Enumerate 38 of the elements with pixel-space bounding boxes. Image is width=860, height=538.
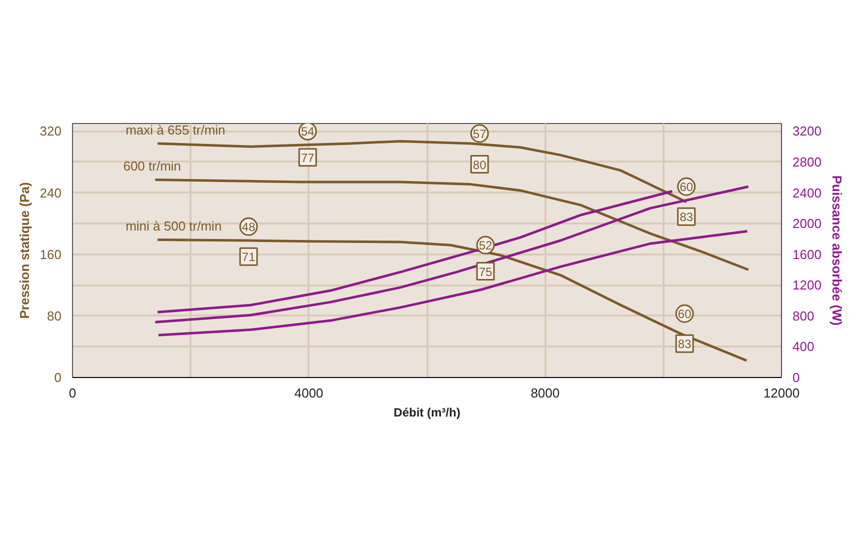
- annotation: 57: [472, 127, 487, 142]
- line-series: [157, 230, 748, 336]
- x-tick-label: 12000: [763, 386, 800, 400]
- annotation: 75: [478, 264, 492, 279]
- annotation: 48: [242, 220, 256, 234]
- y2-tick-label: 2800: [792, 154, 822, 170]
- y-axis-title: Pression statique (Pa): [16, 182, 32, 319]
- annotation: 71: [242, 250, 256, 264]
- y2-tick-label: 800: [792, 308, 814, 324]
- annotation: 54: [300, 124, 315, 139]
- annotation: 52: [478, 238, 492, 253]
- series-label: 600 tr/min: [123, 158, 182, 174]
- y2-axis-title: Puissance absorbée (W): [829, 175, 844, 326]
- series-label: maxi à 655 tr/min: [126, 122, 226, 138]
- annotation: 60: [678, 307, 692, 322]
- annotation: 83: [680, 210, 694, 224]
- y2-tick-label: 1600: [792, 246, 822, 262]
- y-tick-label: 160: [40, 246, 62, 262]
- y2-tick-label: 1200: [792, 278, 822, 293]
- annotation: 77: [300, 150, 315, 165]
- x-axis-title: Débit (m³/h): [394, 406, 460, 420]
- y2-tick-label: 2000: [792, 216, 822, 232]
- y2-tick-label: 400: [792, 339, 814, 354]
- y2-tick-label: 2400: [792, 185, 822, 200]
- y2-tick-label: 0: [792, 370, 800, 385]
- x-tick-label: 4000: [294, 386, 324, 400]
- annotation: 80: [472, 158, 487, 172]
- y-tick-label: 80: [47, 308, 62, 324]
- annotation: 60: [680, 180, 694, 194]
- line-series: [156, 238, 748, 362]
- legend-label: mini à 500 tr/min: [126, 218, 222, 234]
- x-tick-label: 8000: [530, 386, 560, 400]
- y-tick-label: 0: [54, 370, 62, 385]
- annotation: 83: [678, 337, 692, 352]
- y-tick-label: 320: [40, 124, 62, 139]
- y-tick-label: 240: [40, 185, 62, 200]
- y2-tick-label: 3200: [792, 124, 822, 139]
- x-tick-label: 0: [68, 386, 76, 400]
